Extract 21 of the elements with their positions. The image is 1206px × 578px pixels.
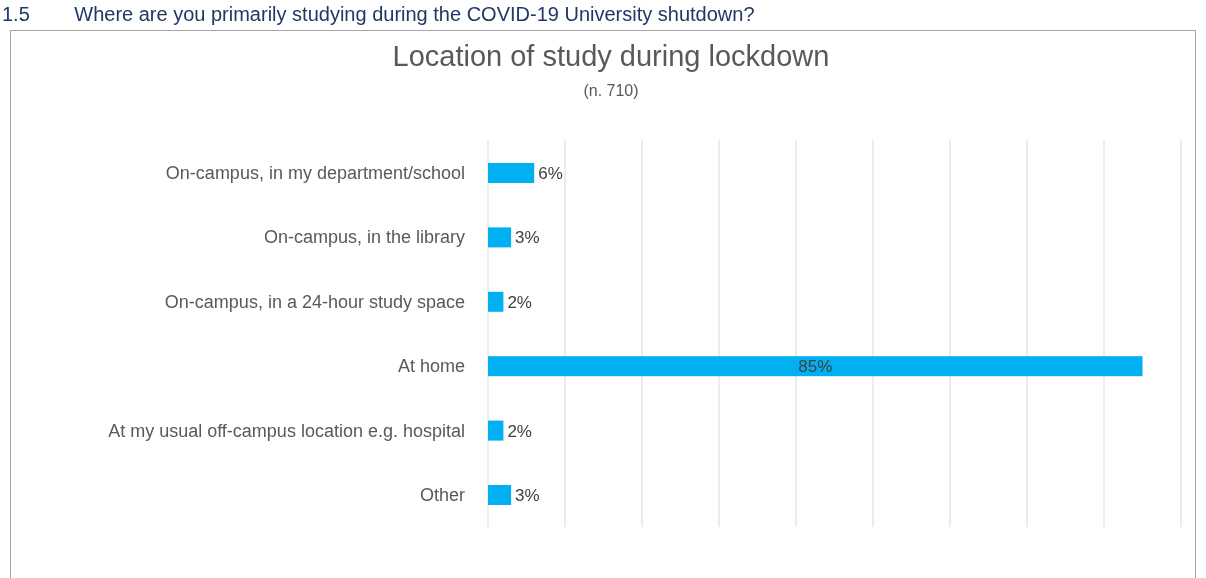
data-label: 6%: [538, 164, 563, 183]
y-tick-label: At home: [397, 356, 465, 377]
y-tick-label: On-campus, in my department/school: [165, 163, 465, 183]
chart-title: Location of study during lockdown: [392, 40, 830, 72]
data-label: 2%: [507, 292, 532, 312]
bar: [488, 356, 1143, 377]
data-label: 2%: [507, 421, 532, 441]
data-label: 3%: [515, 228, 540, 248]
text: 1.5 Where are you primarily studying during the COVID-19 University shutdown?: [2, 3, 755, 25]
data-label: 3%: [515, 486, 540, 505]
y-tick-label: At my usual off-campus location e.g. hospital: [108, 420, 465, 441]
bar: [488, 291, 504, 312]
bar: [488, 420, 504, 441]
chart-subtitle: (n. 710): [583, 82, 639, 99]
y-tick-label: Other: [419, 485, 465, 505]
y-tick-label: On-campus, in the library: [263, 227, 465, 248]
y-tick-label: On-campus, in a 24-hour study space: [164, 291, 465, 312]
bar: [488, 485, 512, 505]
bar: [488, 163, 535, 183]
bar: [488, 227, 512, 248]
data-label: 85%: [798, 357, 833, 377]
